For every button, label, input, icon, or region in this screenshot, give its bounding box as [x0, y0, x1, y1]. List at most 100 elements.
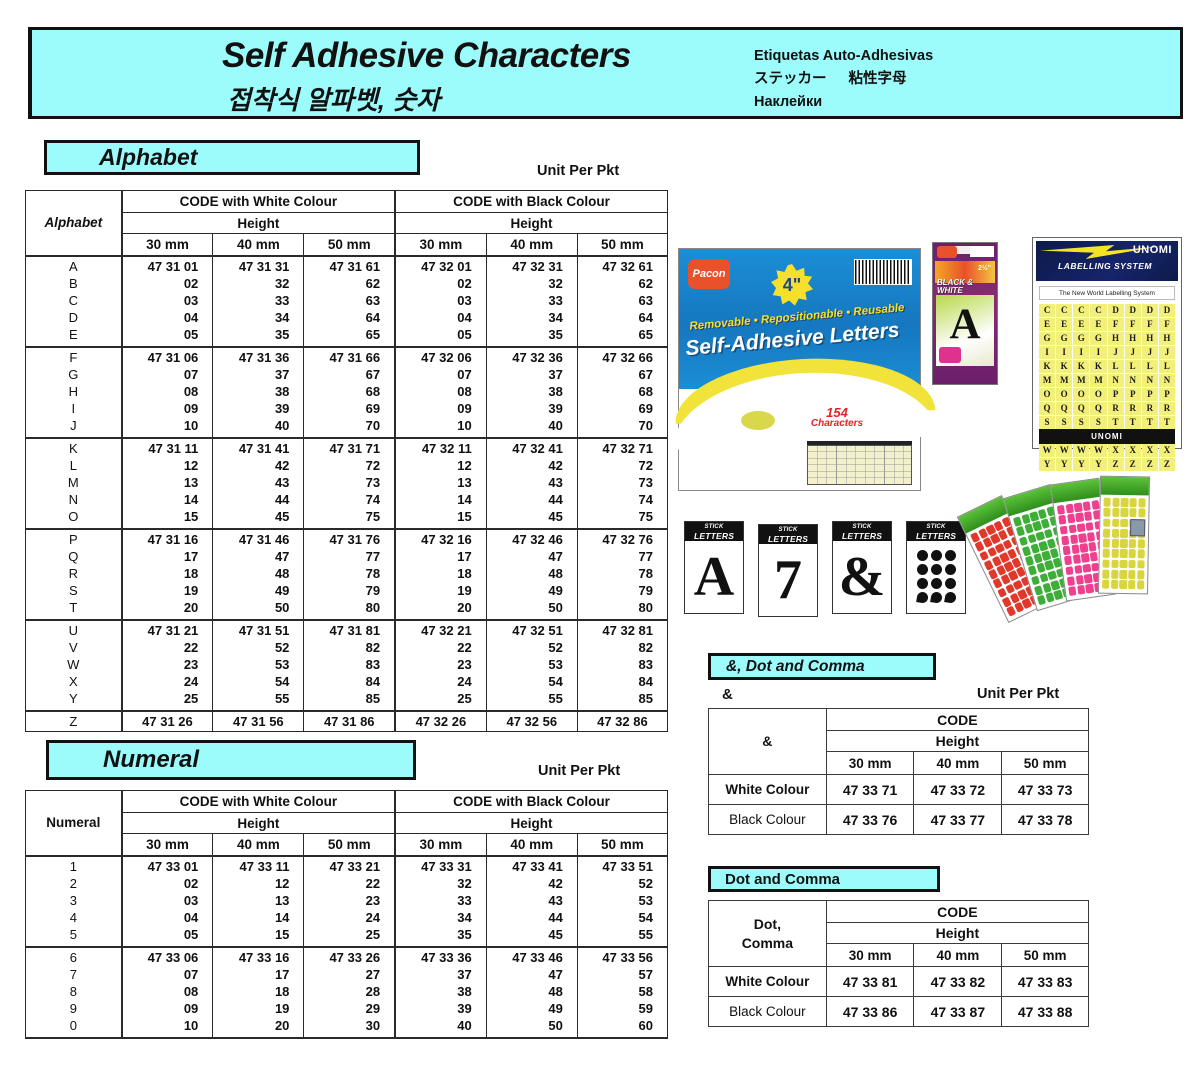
unomi-letter-cell: P [1124, 388, 1141, 401]
dot-sticker [1079, 543, 1089, 553]
unomi-letter-cell: D [1124, 304, 1141, 317]
bw-top-tag [970, 246, 994, 257]
dot-sticker [1120, 497, 1129, 507]
code-line: 47 31 71 [329, 440, 381, 456]
code-line: 24 [365, 910, 381, 926]
code-line: 09 [183, 1001, 199, 1017]
dot-sticker [1111, 549, 1119, 559]
code-line: 82 [638, 639, 653, 655]
alphabet-table-body: A B C D E 47 31 01 02 03 04 05 47 31 31 32 33 34 35 47 … [24, 254, 669, 733]
code-line: 63 [365, 292, 381, 308]
dot-sticker [1119, 559, 1128, 569]
code-line: 70 [365, 418, 381, 434]
unomi-letter-cell: S [1039, 416, 1056, 429]
ampersand-stub-label: & [708, 708, 827, 775]
alphabet-group-black-header: CODE with Black Colour [394, 190, 669, 213]
ampersand-height-header: Height [825, 730, 1090, 752]
code-line: 6 [69, 949, 77, 965]
code-line: 48 [548, 983, 563, 999]
code-line: 03 [183, 892, 199, 908]
dot-sticker [1082, 501, 1092, 511]
dot-sticker [1059, 525, 1069, 535]
unomi-letter-cell: R [1107, 402, 1124, 415]
code-line: 35 [548, 327, 563, 343]
stick-letters-header-line1-dots: STICK [926, 524, 946, 530]
alphabet-codes-white-30: 47 31 01 02 03 04 05 [120, 254, 214, 348]
alphabet-codes-black-50: 47 32 66 67 68 69 70 [576, 346, 669, 439]
code-line: 37 [457, 966, 472, 982]
code-line: 47 31 21 [147, 622, 199, 638]
unomi-letter-cell: C [1056, 304, 1073, 317]
dot-sticker [1137, 539, 1145, 549]
dot-sticker [1138, 498, 1146, 508]
code-line: 38 [548, 383, 563, 399]
dot-sticker [1120, 518, 1128, 528]
code-line: P [68, 531, 78, 547]
code-line: 05 [457, 327, 472, 343]
dot-sticker [1120, 539, 1128, 548]
alphabet-final-code-2: 47 31 86 [303, 710, 396, 733]
alphabet-height-white-40: 40 mm [212, 233, 305, 256]
ampersand-height-40: 40 mm [913, 751, 1003, 775]
code-line: S [68, 583, 78, 599]
dot-comma-code-1-2: 47 33 88 [1001, 996, 1089, 1027]
code-line: 47 32 06 [421, 349, 472, 365]
numeral-codes-black-40: 47 33 41 42 43 44 45 [485, 854, 578, 948]
ampersand-code-1-2: 47 33 78 [1001, 804, 1089, 835]
unomi-letter-cell: R [1124, 402, 1141, 415]
code-line: 50 [548, 1018, 563, 1034]
dot-sticker [1128, 580, 1136, 590]
code-line: X [68, 674, 78, 690]
dot-comma-row-label-0: White Colour [708, 966, 827, 997]
unomi-letter-cell: X [1158, 444, 1175, 457]
code-line: 53 [638, 892, 653, 908]
code-line: 37 [548, 366, 563, 382]
code-line: 47 31 61 [329, 258, 381, 274]
unomi-letter-cell: S [1073, 416, 1090, 429]
code-line: 45 [548, 509, 563, 525]
code-line: 69 [365, 401, 381, 417]
unomi-letter-cell: E [1039, 318, 1056, 331]
code-line: 62 [638, 275, 653, 291]
code-line: 47 33 46 [512, 949, 563, 965]
dot-sticker [1088, 541, 1097, 552]
code-line: 43 [274, 474, 290, 490]
alphabet-codes-white-40: 47 31 36 37 38 39 40 [212, 346, 305, 439]
unomi-letter-cell: K [1090, 360, 1107, 373]
code-line: 27 [365, 966, 381, 982]
code-line: 05 [183, 927, 199, 943]
stick-letters-header-7: STICK LETTERS [759, 525, 817, 544]
code-line: 04 [183, 310, 199, 326]
code-line: 60 [638, 1018, 653, 1034]
dot-glyph [930, 563, 942, 575]
stick-letters-header-a: STICK LETTERS [685, 522, 743, 541]
code-line: 20 [183, 600, 199, 616]
dot-glyph [916, 563, 928, 575]
alphabet-height-label-white: Height [120, 212, 396, 234]
unomi-letter-cell: E [1056, 318, 1073, 331]
code-line: 22 [457, 639, 472, 655]
code-line: 68 [638, 383, 653, 399]
unomi-letter-cell: S [1090, 416, 1107, 429]
code-line: 62 [365, 275, 381, 291]
code-line: 08 [457, 383, 472, 399]
code-line: 47 31 06 [147, 349, 199, 365]
alphabet-group-row: P Q R S T 47 31 16 17 18 19 20 47 31 46 47 48 49 50 47 … [24, 528, 669, 621]
dot-sticker [1110, 580, 1119, 589]
unomi-letter-cell: O [1039, 388, 1056, 401]
code-line: 14 [457, 492, 472, 508]
section-banner-alphabet: Alphabet [44, 140, 420, 175]
code-line: 47 32 31 [512, 258, 563, 274]
code-line: 07 [457, 366, 472, 382]
code-line: 75 [365, 509, 381, 525]
unomi-letter-cell: P [1141, 388, 1158, 401]
unomi-letter-cell: D [1107, 304, 1124, 317]
code-line: 55 [638, 927, 653, 943]
code-line: 47 32 01 [421, 258, 472, 274]
alphabet-codes-black-50: 47 32 71 72 73 74 75 [576, 437, 669, 530]
code-line: 47 31 76 [329, 531, 381, 547]
dot-sticker [1062, 545, 1071, 556]
stick-letters-glyph-a: A [693, 546, 735, 608]
code-line: 12 [274, 875, 290, 891]
